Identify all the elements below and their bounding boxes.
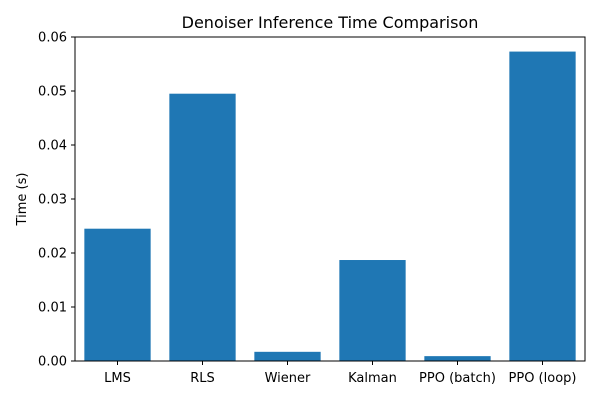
y-tick-label: 0.02 bbox=[38, 247, 67, 262]
x-tick-label: RLS bbox=[190, 371, 215, 386]
x-ticks-group: LMS RLS Wiener Kalman PPO (batch) PPO (loop) bbox=[104, 361, 576, 386]
x-tick-label: Kalman bbox=[348, 371, 397, 386]
chart-title: Denoiser Inference Time Comparison bbox=[182, 13, 479, 32]
x-tick-label: LMS bbox=[104, 371, 131, 386]
plot-frame bbox=[74, 36, 586, 362]
y-tick-label: 0.06 bbox=[38, 31, 67, 46]
y-axis-label: Time (s) bbox=[15, 173, 30, 227]
y-tick-label: 0.01 bbox=[38, 301, 67, 316]
x-tick-label: Wiener bbox=[265, 371, 311, 386]
y-ticks-group: 0.00 0.01 0.02 0.03 0.04 0.05 0.06 bbox=[38, 31, 75, 370]
bar-lms bbox=[84, 228, 151, 361]
y-tick-label: 0.00 bbox=[38, 355, 67, 370]
x-tick-label: PPO (batch) bbox=[419, 371, 496, 386]
bar-wiener bbox=[254, 351, 321, 361]
x-tick-label: PPO (loop) bbox=[509, 371, 577, 386]
bars-group bbox=[84, 51, 576, 361]
bar-ppo-loop bbox=[509, 51, 576, 361]
y-tick-label: 0.05 bbox=[38, 85, 67, 100]
bar-kalman bbox=[339, 260, 406, 361]
y-tick-label: 0.04 bbox=[38, 139, 67, 154]
bar-rls bbox=[169, 93, 236, 361]
y-tick-label: 0.03 bbox=[38, 193, 67, 208]
bar-ppo-batch bbox=[424, 356, 491, 361]
